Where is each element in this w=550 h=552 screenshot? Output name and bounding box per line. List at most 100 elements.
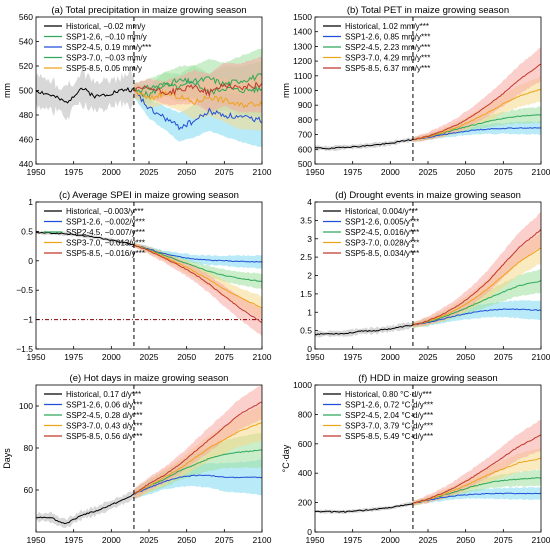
x-tick-label: 1975 bbox=[343, 535, 362, 545]
ssp-line-0 bbox=[412, 308, 541, 326]
x-tick-label: 1975 bbox=[343, 352, 362, 362]
x-tick-label: 2075 bbox=[215, 352, 234, 362]
plot-area bbox=[36, 48, 262, 148]
y-tick-label: 1100 bbox=[294, 71, 313, 81]
legend-entry: SSP5-8.5, 5.49 °C·d/y*** bbox=[345, 432, 433, 441]
ssp-band-3 bbox=[133, 385, 262, 500]
y-tick-label: 700 bbox=[298, 130, 312, 140]
x-tick-label: 2025 bbox=[419, 352, 438, 362]
ssp-line-0 bbox=[133, 80, 262, 99]
y-tick-label: 0.5 bbox=[21, 226, 33, 236]
plot-area bbox=[315, 212, 541, 338]
panel-title: (d) Drought events in maize growing seas… bbox=[335, 190, 521, 201]
x-tick-label: 1950 bbox=[306, 352, 325, 362]
y-tick-label: 800 bbox=[298, 409, 312, 419]
ssp-band-0 bbox=[133, 459, 262, 499]
legend-entry: SSP1-2.6, −0.002/y*** bbox=[66, 218, 145, 227]
y-tick-label: 100 bbox=[19, 401, 33, 411]
y-tick-label: −0.5 bbox=[16, 285, 33, 295]
y-tick-label: 540 bbox=[19, 37, 33, 47]
legend-entry: SSP2-4.5, −0.007/y*** bbox=[66, 228, 145, 237]
panel-title: (f) HDD in maize growing season bbox=[358, 373, 497, 384]
ssp-line-3 bbox=[412, 228, 541, 326]
y-tick-label: 1000 bbox=[293, 380, 312, 390]
legend-entry: Historical, 1.02 mm/y*** bbox=[345, 22, 429, 31]
y-tick-label: 600 bbox=[298, 144, 312, 154]
x-tick-label: 2000 bbox=[102, 352, 121, 362]
ssp-band-4 bbox=[133, 56, 262, 113]
legend-entry: Historical, 0.80 °C·d/y*** bbox=[345, 390, 432, 399]
x-tick-label: 2025 bbox=[419, 535, 438, 545]
y-tick-label: −1.5 bbox=[16, 344, 33, 354]
y-tick-label: 500 bbox=[19, 86, 33, 96]
y-tick-label: 1 bbox=[307, 307, 312, 317]
legend-entry: SSP2-4.5, 0.016/y*** bbox=[345, 228, 419, 237]
legend-entry: SSP1-2.6, 0.005/y*** bbox=[345, 218, 419, 227]
x-tick-label: 2000 bbox=[102, 167, 121, 177]
x-tick-label: 2025 bbox=[140, 167, 159, 177]
ssp-line-2 bbox=[133, 73, 262, 93]
panel-title: (b) Total PET in maize growing season bbox=[347, 5, 509, 16]
ssp-line-2 bbox=[133, 244, 262, 309]
ssp-band-0 bbox=[412, 486, 541, 506]
y-tick-label: 1300 bbox=[293, 41, 312, 51]
y-tick-label: 900 bbox=[298, 100, 312, 110]
x-tick-label: 2100 bbox=[253, 167, 272, 177]
x-tick-label: 2000 bbox=[381, 535, 400, 545]
x-tick-label: 2100 bbox=[253, 535, 272, 545]
legend-entry: Historical, −0.02 mm/y bbox=[66, 22, 145, 31]
x-tick-label: 1975 bbox=[64, 535, 83, 545]
legend-entry: SSP1-2.6, 0.72 °C·d/y*** bbox=[345, 401, 433, 410]
y-tick-label: 3 bbox=[307, 234, 312, 244]
y-tick-label: 0 bbox=[307, 344, 312, 354]
historical-band bbox=[315, 501, 413, 515]
x-tick-label: 2075 bbox=[215, 535, 234, 545]
y-tick-label: 0 bbox=[28, 256, 33, 266]
y-axis-label: mm bbox=[2, 83, 12, 98]
legend-entry: SSP5-8.5, 0.034/y*** bbox=[345, 249, 419, 258]
plot-area bbox=[315, 46, 541, 152]
legend-entry: SSP3-7.0, 0.028/y*** bbox=[345, 239, 419, 248]
x-tick-label: 2000 bbox=[102, 535, 121, 545]
ssp-band-0 bbox=[133, 243, 262, 269]
legend-entry: SSP5-8.5, −0.016/y*** bbox=[66, 249, 145, 258]
y-axis-label: Days bbox=[2, 448, 12, 469]
legend-entry: SSP2-4.5, 0.19 mm/y*** bbox=[66, 43, 151, 52]
historical-line bbox=[315, 324, 414, 336]
x-tick-label: 2025 bbox=[140, 535, 159, 545]
plot-area bbox=[36, 385, 262, 529]
historical-line bbox=[36, 231, 134, 246]
y-tick-label: 80 bbox=[24, 443, 34, 453]
ssp-band-3 bbox=[133, 242, 262, 337]
legend-entry: Historical, 0.17 d/y*** bbox=[66, 390, 141, 399]
x-tick-label: 2050 bbox=[177, 352, 196, 362]
panel-2: 1950 1975 2000 2025 2050 2075 2100 −1.5 −1 −0.5 0 0… bbox=[16, 190, 272, 362]
ssp-line-2 bbox=[412, 88, 541, 141]
panel-title: (c) Average SPEI in maize growing season bbox=[59, 190, 239, 201]
y-tick-label: 0 bbox=[307, 527, 312, 537]
panel-title: (a) Total precipitation in maize growing… bbox=[51, 5, 246, 16]
legend-entry: SSP1-2.6, 0.06 d/y*** bbox=[66, 401, 143, 410]
x-tick-label: 2075 bbox=[494, 535, 513, 545]
y-tick-label: 600 bbox=[298, 439, 312, 449]
x-tick-label: 1975 bbox=[343, 167, 362, 177]
x-tick-label: 2025 bbox=[140, 352, 159, 362]
ssp-line-1 bbox=[133, 449, 262, 495]
panel-4: 1950 1975 2000 2025 2050 2075 2100 60 80 100 Days (… bbox=[2, 373, 272, 545]
ssp-line-3 bbox=[133, 87, 262, 109]
x-tick-label: 2100 bbox=[532, 352, 550, 362]
y-tick-label: 1400 bbox=[293, 27, 312, 37]
panel-3: 1950 1975 2000 2025 2050 2075 2100 0 0.5 1 1.5 2 2.5… bbox=[300, 190, 550, 362]
x-tick-label: 2025 bbox=[419, 167, 438, 177]
ssp-line-3 bbox=[133, 244, 262, 323]
y-tick-label: 2 bbox=[307, 271, 312, 281]
panel-0: 1950 1975 2000 2025 2050 2075 2100 440 460 480 500… bbox=[2, 5, 272, 177]
x-tick-label: 2100 bbox=[532, 167, 550, 177]
x-tick-label: 2100 bbox=[253, 352, 272, 362]
ssp-line-0 bbox=[412, 492, 541, 504]
ssp-line-3 bbox=[412, 63, 541, 141]
y-axis-label: °C·day bbox=[281, 444, 291, 472]
y-tick-label: 1 bbox=[28, 197, 33, 207]
y-tick-label: 560 bbox=[19, 12, 33, 22]
